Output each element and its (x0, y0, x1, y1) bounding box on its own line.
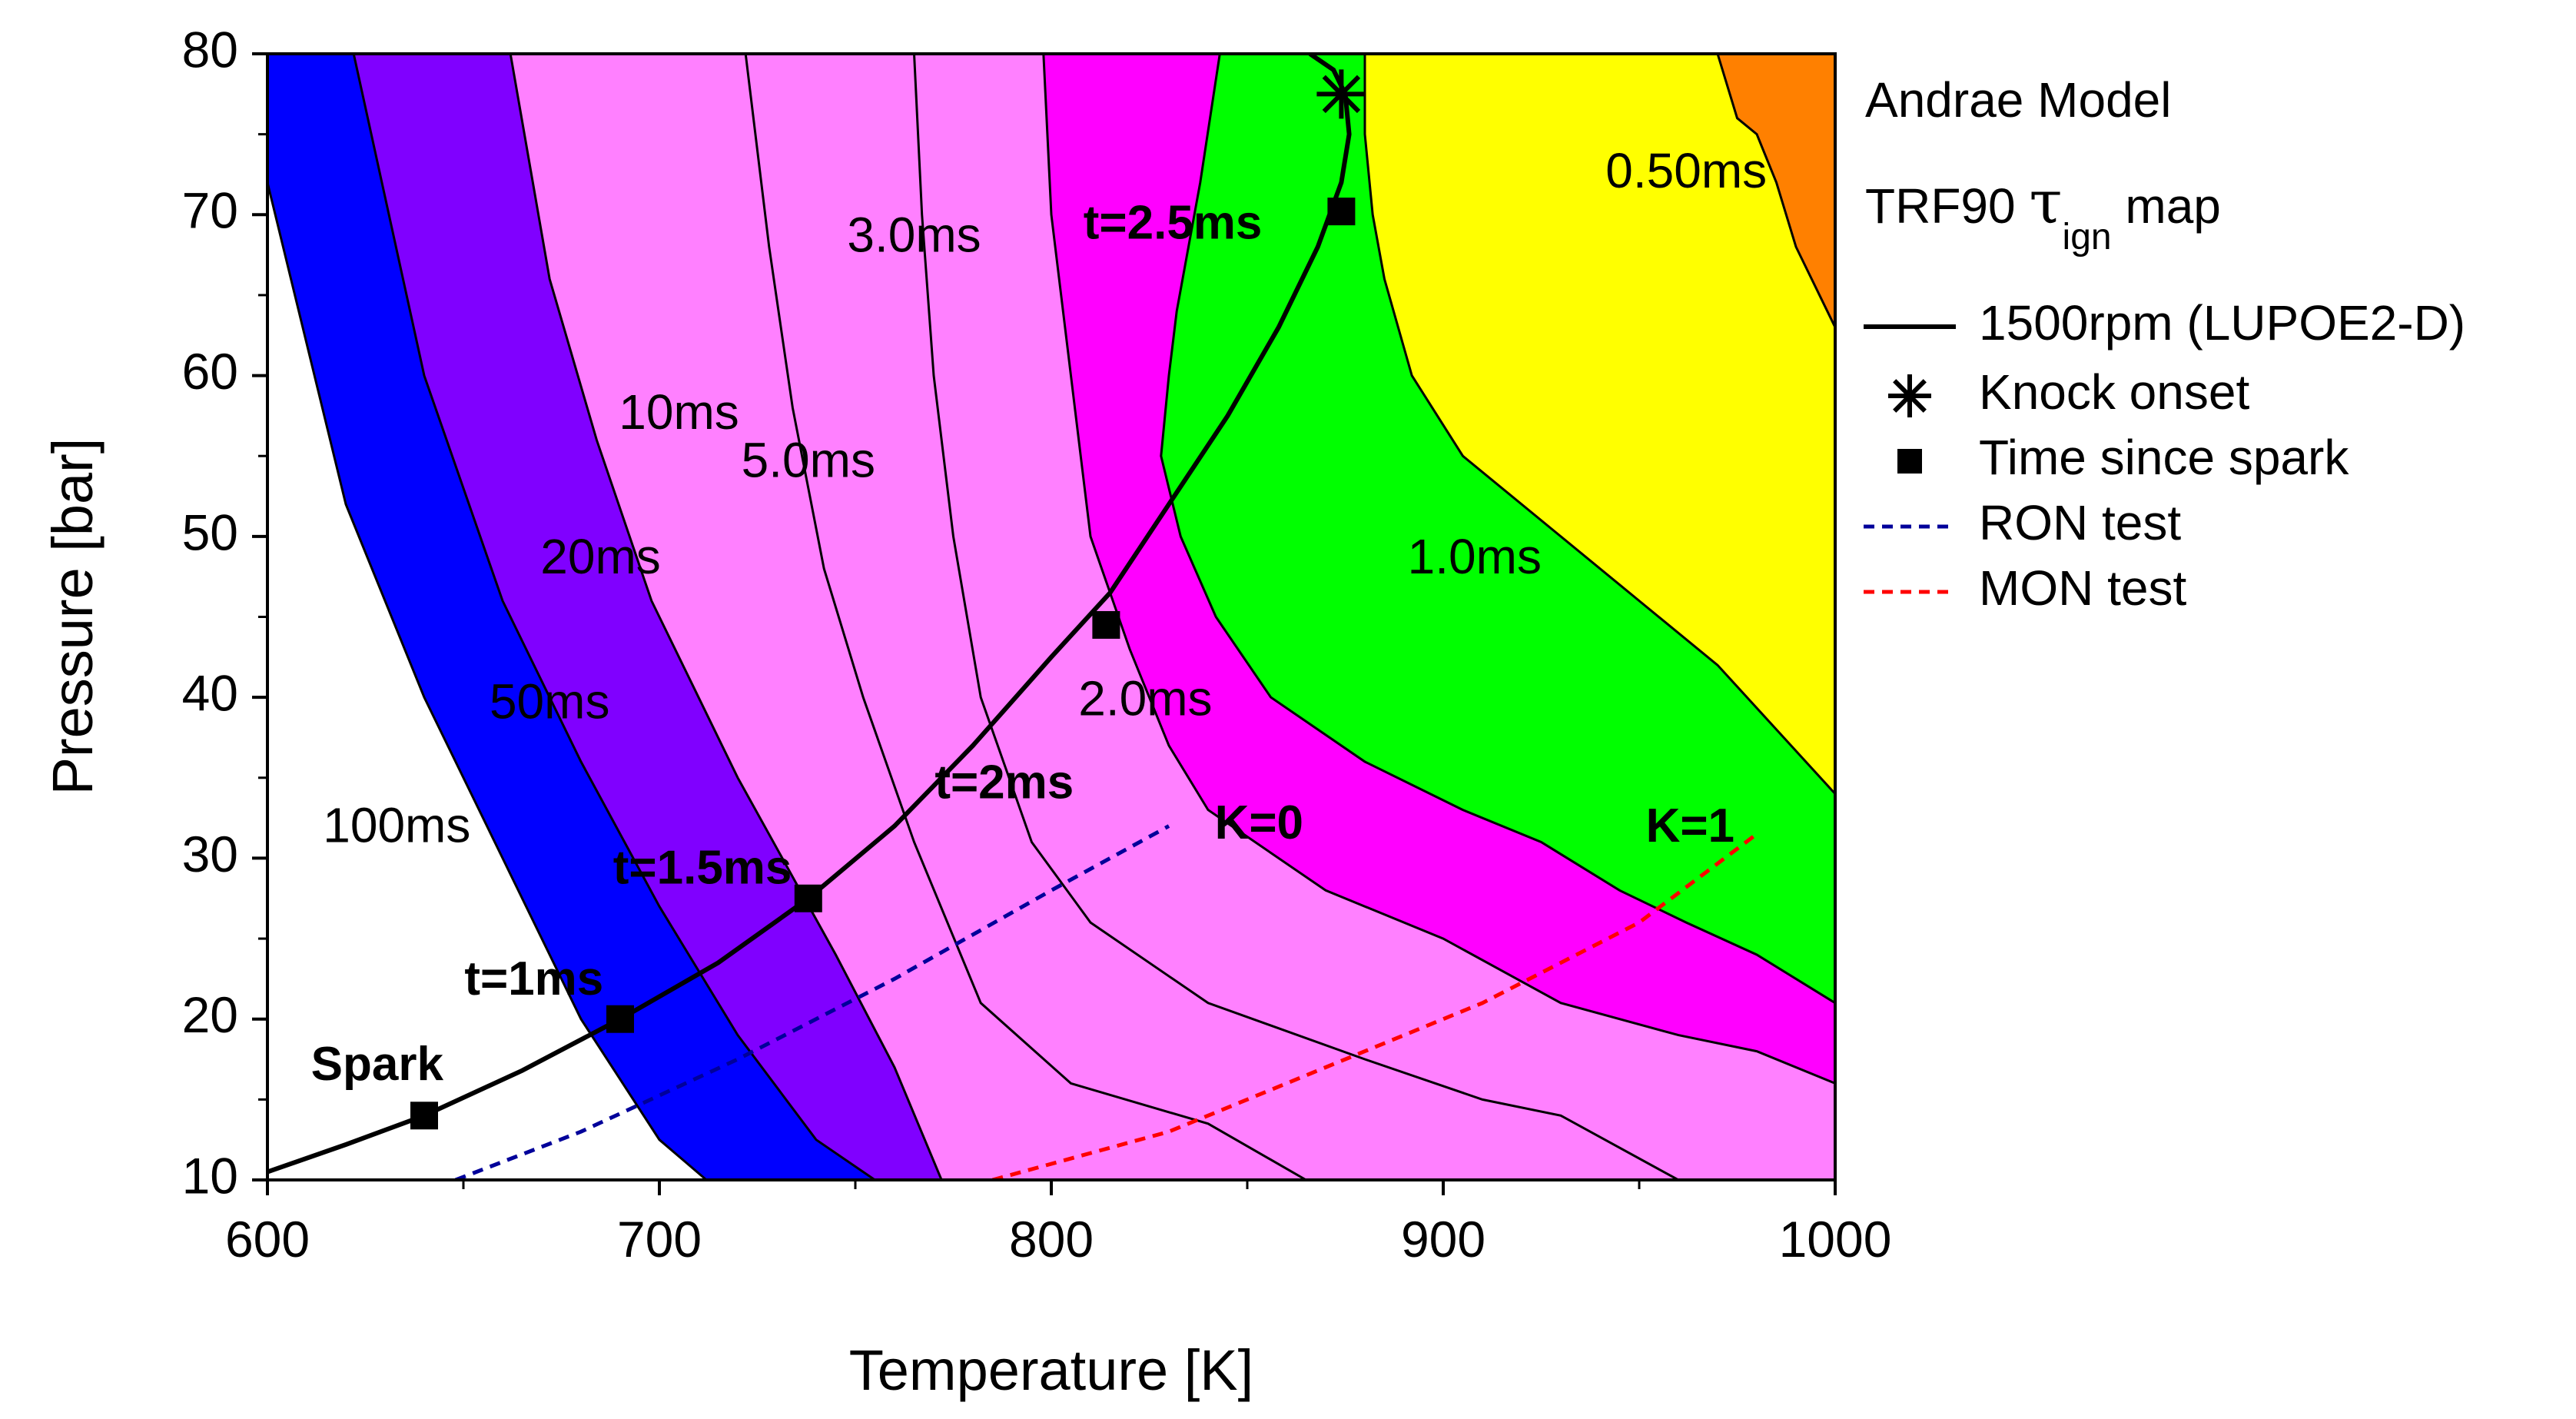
contour-label-0.50ms: 0.50ms (1605, 143, 1767, 198)
ron-test-line (454, 824, 1170, 1180)
y-tick-label: 60 (182, 343, 238, 400)
markers (410, 69, 1366, 1130)
legend-label: RON test (1979, 495, 2181, 550)
time-marker (794, 884, 822, 912)
legend-asterisk-stroke (1893, 379, 1927, 413)
x-tick-label: 1000 (1779, 1211, 1892, 1268)
y-tick-label: 40 (182, 665, 238, 722)
x-tick-label: 600 (225, 1211, 310, 1268)
contour-label-100ms: 100ms (323, 798, 470, 853)
contour-label-5.0ms: 5.0ms (742, 433, 875, 488)
contour-line-3.0ms (1042, 54, 1835, 1085)
band-0.5ms-edge (1718, 54, 1835, 327)
x-tick-label: 700 (617, 1211, 702, 1268)
k-annotation: K=0 (1215, 796, 1303, 849)
contour-line-5.0ms (913, 54, 1679, 1180)
engine-trajectory-line (267, 54, 1352, 1175)
knock-onset-marker (1316, 69, 1366, 119)
band-1-0.5ms (1365, 54, 1835, 794)
contour-line-20ms (509, 54, 943, 1180)
time-marker (1327, 198, 1356, 226)
y-tick-label: 50 (182, 503, 238, 560)
time-marker (606, 1005, 634, 1033)
legend-label: 1500rpm (LUPOE2-D) (1979, 295, 2465, 351)
legend-asterisk-swatch (1888, 374, 1931, 417)
contour-bands (267, 54, 1835, 1180)
time-label: t=2ms (934, 756, 1074, 809)
contour-label-20ms: 20ms (540, 529, 661, 584)
contour-line-100ms (267, 182, 708, 1180)
y-tick-label: 70 (182, 182, 238, 239)
time-label: t=1.5ms (613, 842, 792, 895)
series-group (267, 54, 1758, 1180)
x-tick-label: 900 (1401, 1211, 1486, 1268)
legend-label: Time since spark (1979, 430, 2349, 485)
axes: 600 700 800 900 1000 10 20 30 40 50 60 70 80 (182, 21, 1892, 1268)
time-label: Spark (311, 1038, 444, 1091)
time-label: t=2.5ms (1084, 196, 1263, 249)
mon-test-line (991, 832, 1758, 1180)
subtitle-tau: τ (2029, 168, 2062, 238)
chart-title: Andrae Model (1865, 72, 2171, 128)
time-marker (1092, 610, 1120, 639)
y-axis-title: Pressure [bar] (41, 438, 105, 796)
contour-label-10ms: 10ms (619, 384, 739, 440)
time-label: t=1ms (464, 952, 603, 1005)
chart-subtitle: TRF90 τign map (1865, 168, 2221, 258)
knock-onset-stroke (1322, 75, 1361, 114)
y-tick-label: 10 (182, 1147, 238, 1204)
contour-line-1.0ms (1363, 54, 1835, 795)
time-marker (410, 1102, 438, 1130)
y-tick-label: 80 (182, 21, 238, 78)
k-annotation: K=1 (1646, 799, 1734, 852)
contour-line-10ms (744, 54, 1307, 1180)
contour-label-3.0ms: 3.0ms (847, 208, 981, 263)
legend: Andrae Model TRF90 τign map 1500rpm (LUP… (1864, 72, 2465, 616)
x-axis-title: Temperature [K] (849, 1338, 1253, 1402)
subtitle-suffix: map (2112, 178, 2221, 234)
contour-label-2.0ms: 2.0ms (1078, 670, 1212, 726)
contour-line-0.50ms (1716, 54, 1835, 328)
y-tick-label: 20 (182, 986, 238, 1043)
contour-label-1.0ms: 1.0ms (1408, 529, 1542, 584)
subtitle-prefix: TRF90 (1865, 178, 2029, 234)
legend-label: MON test (1979, 560, 2186, 616)
legend-label: Knock onset (1979, 364, 2249, 420)
contour-line-50ms (352, 54, 876, 1180)
x-tick-label: 800 (1009, 1211, 1094, 1268)
contour-lines (267, 54, 1835, 1180)
contour-label-50ms: 50ms (490, 674, 610, 729)
legend-square-swatch (1897, 449, 1922, 474)
subtitle-subscript: ign (2063, 217, 2112, 258)
y-tick-label: 30 (182, 826, 238, 882)
contour-line-2.0ms (1160, 54, 1835, 1005)
